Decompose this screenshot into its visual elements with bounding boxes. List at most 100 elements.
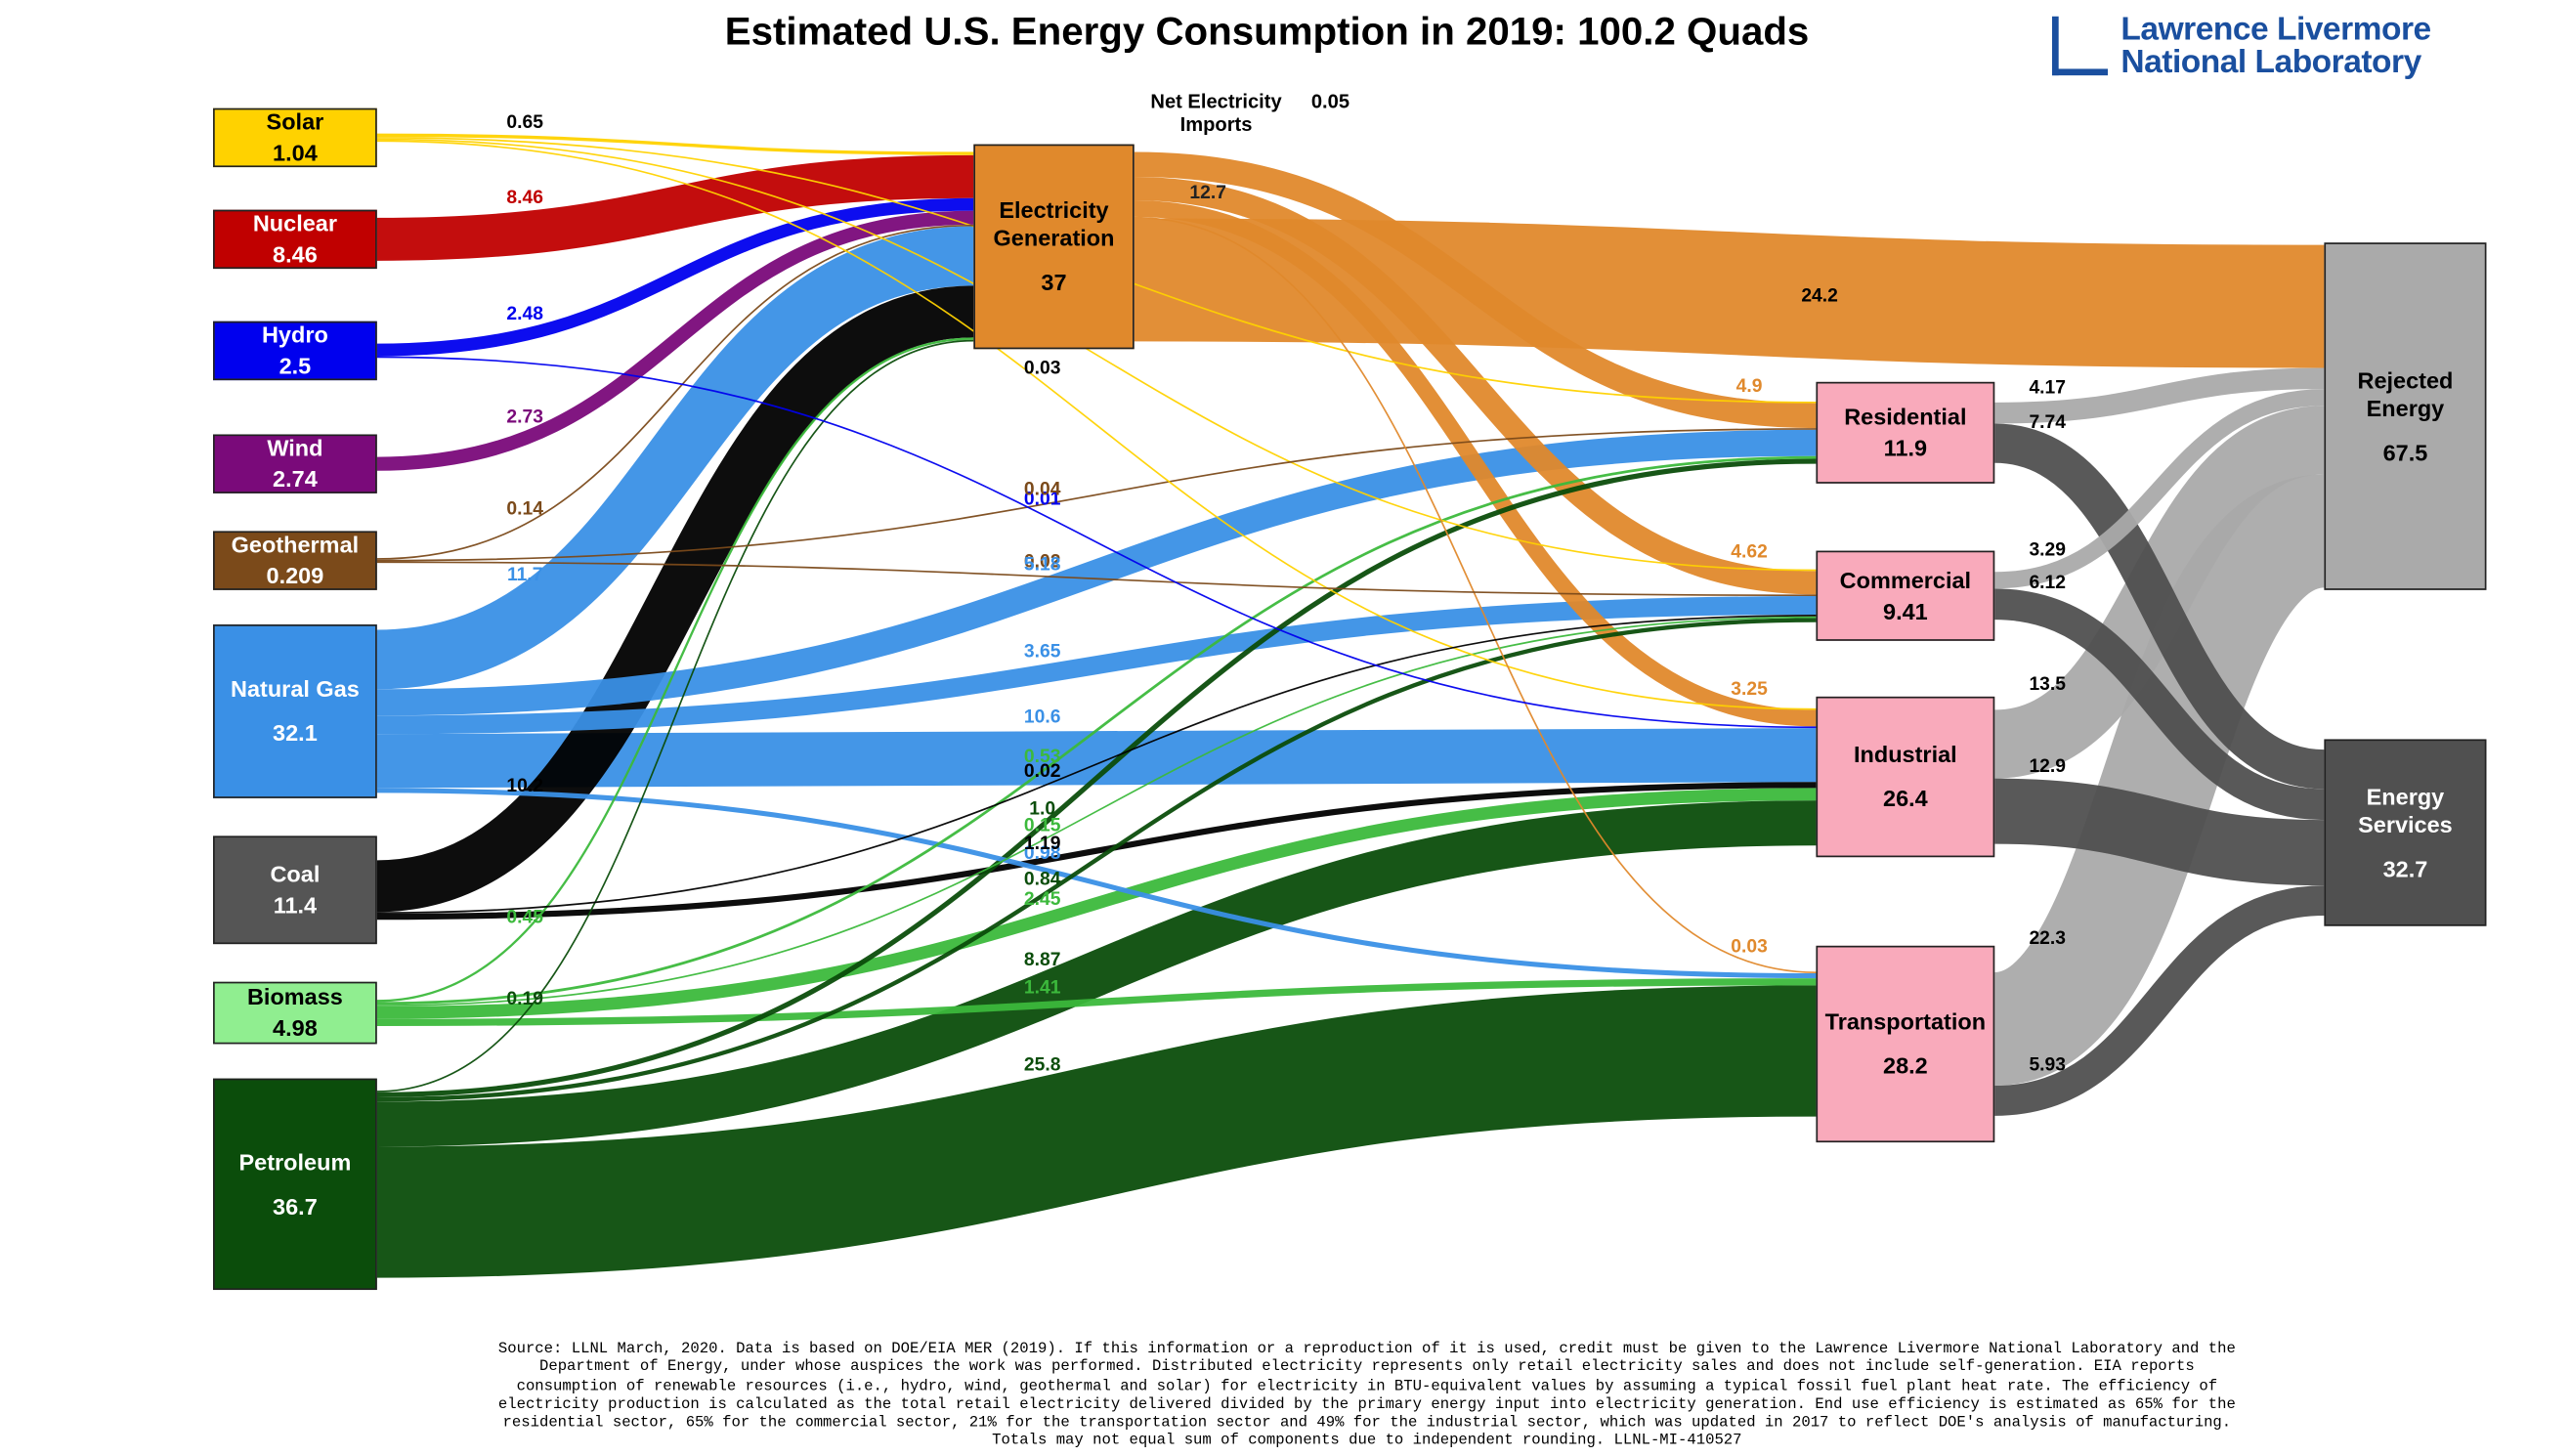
flow-label: 2.45 xyxy=(1023,890,1061,911)
flow xyxy=(1989,474,2330,1086)
flow-label: 0.84 xyxy=(1023,870,1061,890)
node-value: 2.5 xyxy=(278,352,312,379)
node-value: 1.04 xyxy=(273,139,318,166)
flow-label: 0.01 xyxy=(1023,491,1061,511)
flow xyxy=(1134,218,2325,368)
node-box: Petroleum 36.7 xyxy=(213,1078,377,1291)
node-box: Coal 11.4 xyxy=(213,835,377,945)
flow xyxy=(376,458,1817,1097)
flow-label: 4.62 xyxy=(1731,542,1768,563)
flow-label: 0.03 xyxy=(1023,359,1061,379)
flow xyxy=(376,138,1817,572)
imports-label: Net Electricity Imports xyxy=(1150,90,1282,137)
node-name: Coal xyxy=(270,860,321,887)
node-value: 11.4 xyxy=(273,891,318,919)
node-box: Biomass 4.98 xyxy=(213,981,377,1045)
node-name: Commercial xyxy=(1839,566,1972,593)
flow xyxy=(376,615,1817,915)
node-box: Wind 2.74 xyxy=(213,434,377,493)
flow xyxy=(1994,389,2325,589)
node-box: Transportation 28.2 xyxy=(1816,945,1995,1143)
flow-label: 22.3 xyxy=(2029,929,2067,950)
node-value: 67.5 xyxy=(2382,438,2428,465)
flow-label: 12.9 xyxy=(2029,756,2067,777)
flow-label: 5.18 xyxy=(1023,555,1061,577)
electricity-delivered: 12.7 xyxy=(1189,183,1226,203)
node-name: Industrial xyxy=(1854,741,1957,767)
imports-value: 0.05 xyxy=(1310,90,1350,113)
node-value: 4.98 xyxy=(273,1014,318,1042)
flow-label: 25.8 xyxy=(1023,1054,1061,1075)
node-name: Nuclear xyxy=(252,209,337,236)
flow-label: 3.29 xyxy=(2029,541,2067,562)
flow xyxy=(376,339,974,1092)
flow xyxy=(1994,367,2325,424)
flow-label: 0.15 xyxy=(1023,816,1061,836)
flow xyxy=(376,728,1817,789)
flow xyxy=(1134,199,1817,727)
node-name: Natural Gas xyxy=(231,675,360,702)
flow xyxy=(376,596,1817,735)
node-box: Natural Gas 32.1 xyxy=(213,624,377,798)
flow xyxy=(1993,588,2325,821)
flow xyxy=(1134,176,1817,595)
flow xyxy=(376,226,974,690)
flow xyxy=(376,285,974,913)
flow xyxy=(376,154,974,261)
flow-label: 13.5 xyxy=(2029,674,2067,695)
logo-line: Lawrence Livermore xyxy=(2120,11,2431,48)
flow-label: 2.73 xyxy=(506,407,543,429)
node-box: Geothermal 0.209 xyxy=(213,531,377,590)
node-value: 26.4 xyxy=(1883,785,1928,812)
flow-label: 0.65 xyxy=(506,112,543,133)
flow-label: 0.02 xyxy=(1023,552,1061,573)
node-value: 32.7 xyxy=(2382,854,2428,881)
flow xyxy=(376,337,974,1003)
flow xyxy=(376,782,1817,921)
flow-label: 24.2 xyxy=(1801,286,1838,308)
flow xyxy=(376,561,1817,597)
node-value: 8.46 xyxy=(273,240,318,268)
flow xyxy=(1134,216,1817,973)
flow-label: 6.12 xyxy=(2029,574,2067,594)
flow-label: 0.14 xyxy=(506,500,543,521)
flow-label: 11.7 xyxy=(506,565,543,585)
node-box: Commercial 9.41 xyxy=(1816,550,1995,641)
node-box: Energy Services 32.7 xyxy=(2324,739,2487,926)
logo-icon xyxy=(2051,16,2109,76)
flow-label: 0.02 xyxy=(1023,762,1061,783)
flow-label: 3.25 xyxy=(1731,679,1768,700)
flow-label: 7.74 xyxy=(2029,413,2067,434)
node-name: Wind xyxy=(267,434,323,461)
flow-label: 1.19 xyxy=(1023,835,1061,855)
flow xyxy=(376,455,1817,1006)
node-value: 32.1 xyxy=(273,719,318,747)
flow-label: 0.53 xyxy=(1023,747,1061,767)
flow xyxy=(1993,423,2326,790)
flow-label: 0.98 xyxy=(1023,843,1061,864)
flow xyxy=(376,140,1817,710)
flow-label: 0.04 xyxy=(1023,481,1061,501)
node-name: Energy Services xyxy=(2358,782,2453,837)
source-note: Source: LLNL March, 2020. Data is based … xyxy=(497,1339,2236,1450)
node-value: 11.9 xyxy=(1883,434,1928,461)
flow xyxy=(376,224,974,560)
chart-title: Estimated U.S. Energy Consumption in 201… xyxy=(724,10,1810,55)
flow xyxy=(376,800,1817,1147)
flow xyxy=(376,356,1817,729)
node-box: Residential 11.9 xyxy=(1816,381,1995,484)
flow xyxy=(1134,151,1817,429)
node-name: Hydro xyxy=(261,321,328,348)
node-value: 37 xyxy=(1041,269,1067,295)
flow-label: 10.2 xyxy=(506,777,543,797)
flow-label: 1.0 xyxy=(1029,799,1056,820)
node-box: Solar 1.04 xyxy=(213,107,377,168)
flow xyxy=(376,788,1817,979)
flow xyxy=(376,985,1817,1278)
flow-label: 0.45 xyxy=(506,908,543,928)
flow-label: 8.46 xyxy=(506,188,543,208)
flow-label: 1.41 xyxy=(1023,978,1061,999)
